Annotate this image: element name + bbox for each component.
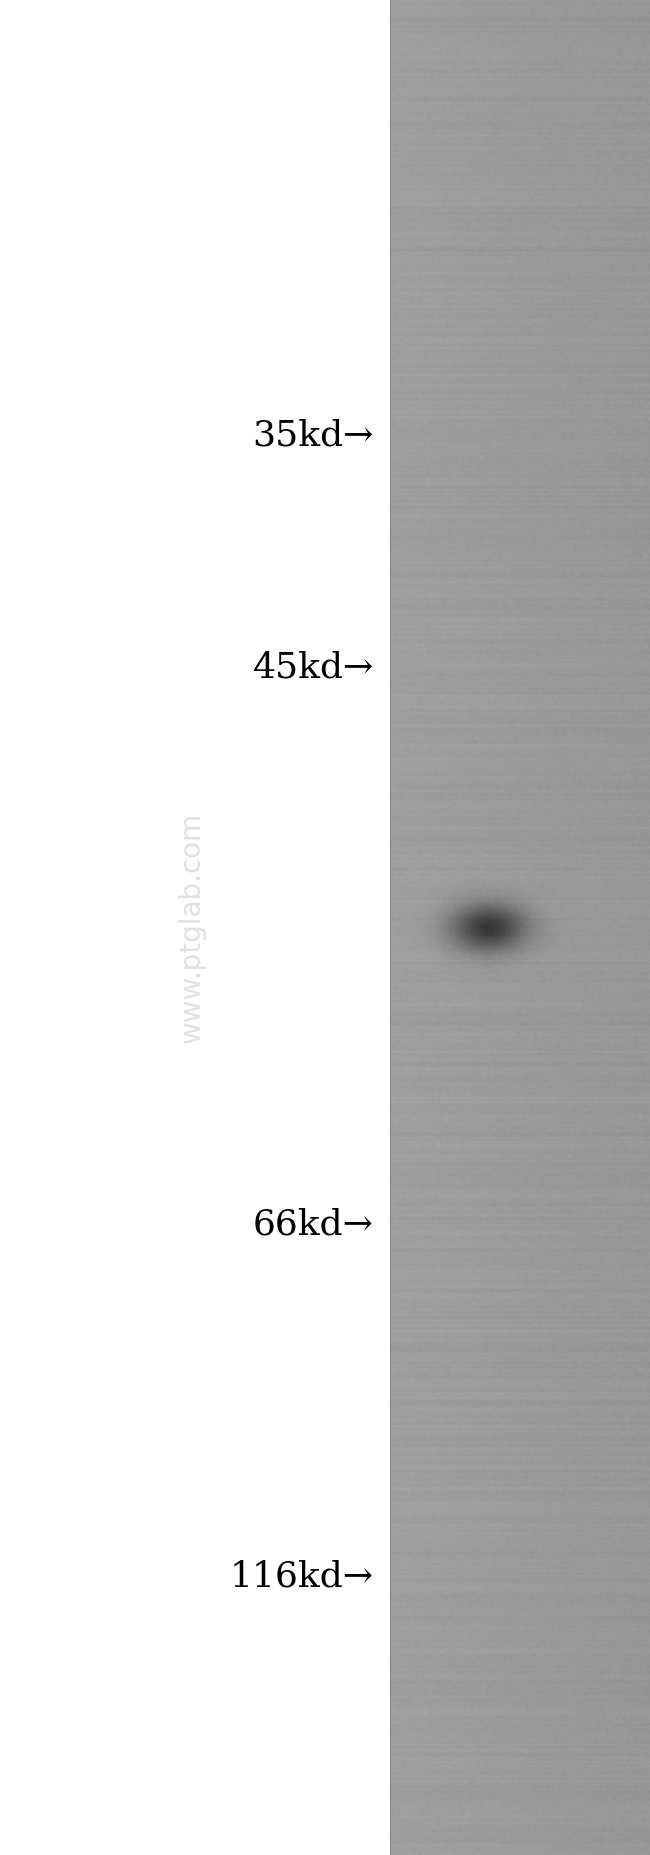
Text: 116kd→: 116kd→ [229, 1560, 374, 1593]
Text: 66kd→: 66kd→ [253, 1208, 374, 1241]
Text: 35kd→: 35kd→ [252, 419, 374, 453]
Text: www.ptglab.com: www.ptglab.com [177, 812, 206, 1043]
Text: 45kd→: 45kd→ [252, 651, 374, 684]
